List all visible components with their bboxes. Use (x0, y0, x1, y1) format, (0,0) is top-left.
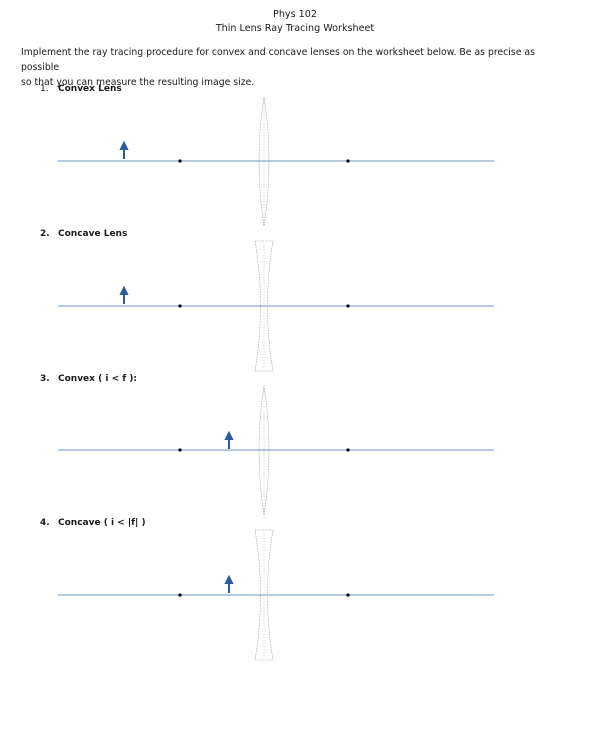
problem-3-number: 3. (40, 374, 50, 384)
problem-3-heading: 3. Convex ( i < f ): (40, 374, 137, 384)
focal-point-left (178, 593, 182, 597)
convex-lens (258, 96, 270, 227)
object-arrow (119, 285, 129, 304)
problem-2-number: 2. (40, 229, 50, 239)
diagram-4 (58, 529, 494, 661)
problem-4-heading: 4. Concave ( i < |f| ) (40, 518, 146, 528)
problem-2-label: Concave Lens (58, 229, 128, 239)
diagram-2 (58, 240, 494, 372)
course-title: Phys 102 (273, 9, 317, 20)
problem-2-heading: 2. Concave Lens (40, 229, 127, 239)
problem-3-label: Convex ( i < f ): (58, 374, 138, 384)
focal-point-right (346, 304, 350, 308)
instructions-line-2: so that you can measure the resulting im… (21, 77, 255, 88)
object-arrow (224, 430, 234, 449)
focal-point-left (178, 159, 182, 163)
object-arrow (224, 574, 234, 593)
convex-lens (258, 385, 270, 516)
problem-1-label: Convex Lens (58, 84, 122, 94)
problem-1-heading: 1. Convex Lens (40, 84, 122, 94)
problem-4-number: 4. (40, 518, 50, 528)
diagram-1 (58, 96, 494, 227)
concave-lens (254, 529, 274, 661)
focal-point-left (178, 448, 182, 452)
problem-1-number: 1. (40, 84, 49, 94)
focal-point-right (346, 593, 350, 597)
problem-4-label: Concave ( i < |f| ) (58, 518, 146, 528)
worksheet-title: Thin Lens Ray Tracing Worksheet (215, 23, 375, 34)
focal-point-right (346, 448, 350, 452)
focal-point-left (178, 304, 182, 308)
diagram-3 (58, 385, 494, 516)
focal-point-right (346, 159, 350, 163)
concave-lens (254, 240, 274, 372)
object-arrow (119, 140, 129, 159)
instructions-line-1: Implement the ray tracing procedure for … (21, 47, 535, 73)
instructions: Implement the ray tracing procedure for … (21, 45, 561, 90)
